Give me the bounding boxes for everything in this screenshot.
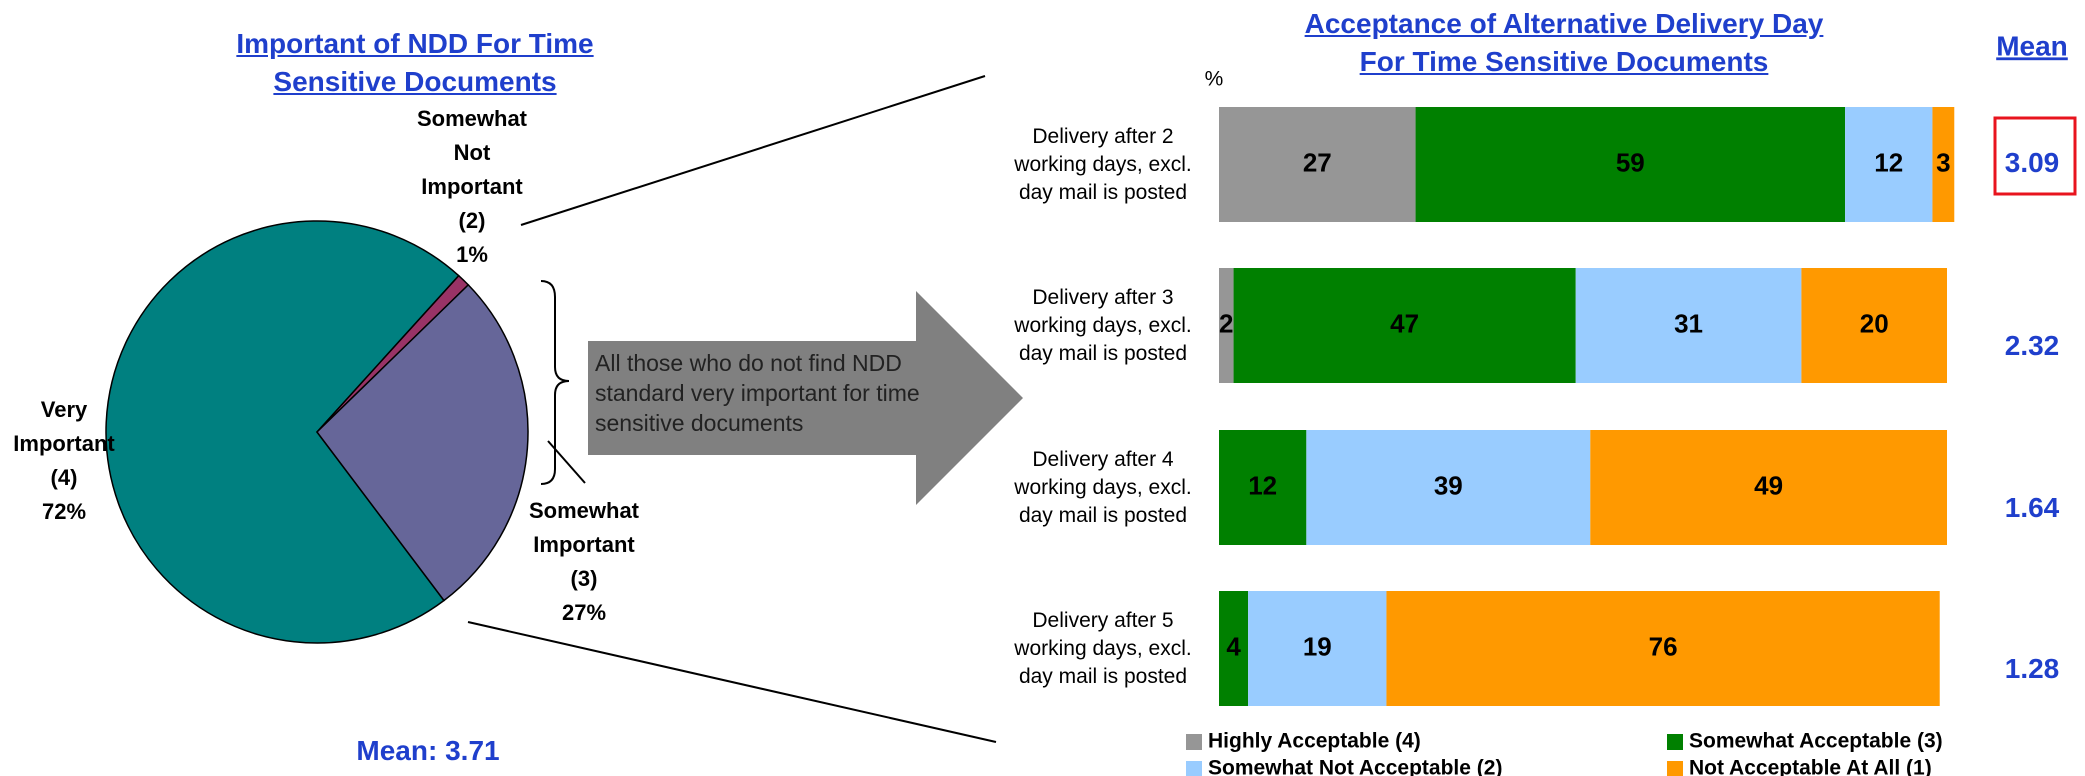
legend-label: Highly Acceptable (4) xyxy=(1208,730,1421,753)
bar-segment xyxy=(1306,430,1591,545)
pie-value-label: 72% xyxy=(41,499,87,524)
bar-segment xyxy=(1219,268,1234,383)
bar-segment xyxy=(1248,591,1387,706)
mean-value: 2.32 xyxy=(2005,330,2060,361)
data-label: 27 xyxy=(1303,147,1332,177)
bar-segment xyxy=(1233,268,1576,383)
category-label: Delivery after 4 working days, excl. day… xyxy=(1014,447,1192,527)
bar-segment xyxy=(1415,107,1846,222)
data-label: 49 xyxy=(1754,470,1783,500)
data-label: 59 xyxy=(1616,147,1645,177)
data-label: 19 xyxy=(1303,631,1332,661)
bar-segment xyxy=(1386,591,1940,706)
data-label: 2 xyxy=(1219,308,1233,338)
legend-swatch xyxy=(1186,761,1202,776)
bar-segment xyxy=(1219,591,1249,706)
pie-slice xyxy=(105,220,460,644)
bar-segment xyxy=(1219,107,1416,222)
mean-value: 1.64 xyxy=(2005,492,2060,523)
data-label: 47 xyxy=(1390,308,1419,338)
pie-label: Somewhat Important (3) 27% xyxy=(529,494,639,630)
connector-line xyxy=(520,75,986,226)
category-label: Delivery after 3 working days, excl. day… xyxy=(1014,285,1192,365)
data-label: 20 xyxy=(1860,308,1889,338)
unit-label: % xyxy=(1205,68,1224,91)
pie-title: Important of NDD For Time Sensitive Docu… xyxy=(236,28,594,97)
data-label: 31 xyxy=(1674,308,1703,338)
data-label: 39 xyxy=(1434,470,1463,500)
legend-swatch xyxy=(1667,734,1683,750)
pie-category: Somewhat Not Important (2) xyxy=(416,106,528,233)
legend-label: Not Acceptable At All (1) xyxy=(1689,757,1932,776)
pie-slice xyxy=(316,283,529,602)
data-label: 4 xyxy=(1226,631,1241,661)
data-label: 3 xyxy=(1936,147,1950,177)
connector-line xyxy=(467,621,997,743)
legend-swatch xyxy=(1186,734,1202,750)
pie-mean: Mean: 3.71 xyxy=(356,735,500,766)
bar-segment xyxy=(1801,268,1947,383)
category-label: Delivery after 5 working days, excl. day… xyxy=(1014,608,1192,688)
pie-label: Very Important (4) 72% xyxy=(13,393,114,529)
pie-value-label: 1% xyxy=(456,242,488,267)
mean-value: 1.28 xyxy=(2005,653,2060,684)
data-label: 12 xyxy=(1874,147,1903,177)
highlight-box xyxy=(1993,116,2077,196)
legend-swatch xyxy=(1667,761,1683,776)
bar-segment xyxy=(1590,430,1947,545)
mean-value: 3.09 xyxy=(2005,147,2060,178)
pie-category: Somewhat Important (3) xyxy=(528,498,640,591)
bar-segment xyxy=(1845,107,1933,222)
bar-segment xyxy=(1575,268,1802,383)
pie-value-label: 27% xyxy=(561,600,607,625)
category-label: Delivery after 2 working days, excl. day… xyxy=(1014,124,1192,204)
callout-text: All those who do not find NDD standard v… xyxy=(595,350,920,436)
bar-segment xyxy=(1932,107,1955,222)
bar-title: Acceptance of Alternative Delivery Day F… xyxy=(1304,8,1824,77)
data-label: 76 xyxy=(1649,631,1678,661)
mean-title: Mean xyxy=(1996,30,2068,61)
leader-line xyxy=(547,440,586,484)
legend-label: Somewhat Not Acceptable (2) xyxy=(1208,757,1502,776)
bar-segment xyxy=(1219,430,1307,545)
brace xyxy=(540,280,570,485)
arrow xyxy=(588,291,1023,505)
data-label: 12 xyxy=(1248,470,1277,500)
legend-label: Somewhat Acceptable (3) xyxy=(1689,730,1943,753)
pie-label: Somewhat Not Important (2) 1% xyxy=(417,102,527,272)
pie-category: Very Important (4) xyxy=(13,397,115,490)
